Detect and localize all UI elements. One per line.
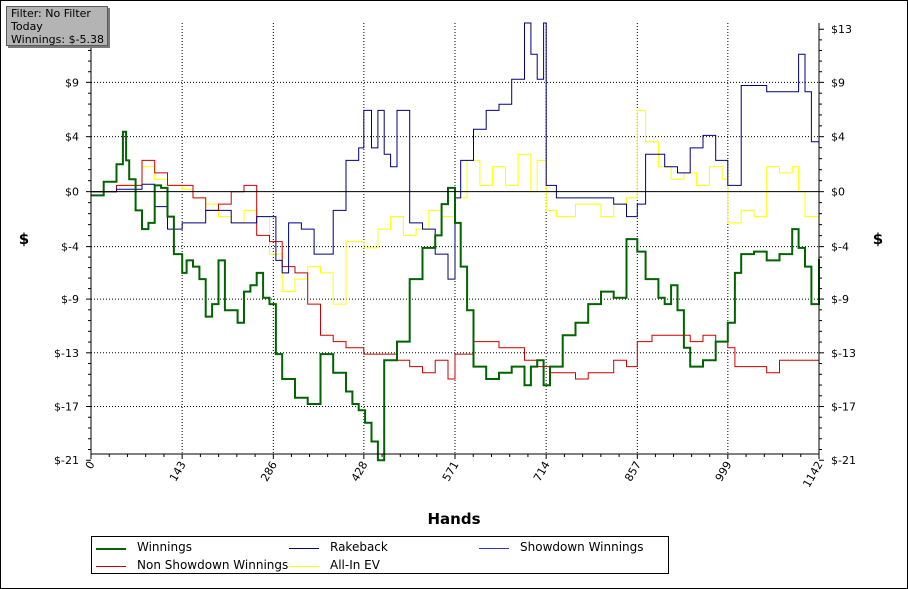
y-tick-label-right: $13 xyxy=(831,23,852,36)
filter-label: Filter: No Filter xyxy=(11,7,91,20)
winnings-label: Winnings: $-5.38 xyxy=(11,33,105,46)
chart-legend: Winnings Rakeback Showdown Winnings Non … xyxy=(91,536,669,574)
y-tick-label-right: $0 xyxy=(831,186,845,199)
x-axis-title: Hands xyxy=(427,510,480,528)
series-winnings xyxy=(91,130,820,462)
series-layer xyxy=(91,22,820,462)
x-tick-label: 0 xyxy=(83,459,98,472)
x-tick-label: 143 xyxy=(167,459,189,484)
y-tick-label-left: $0 xyxy=(65,186,79,199)
axes xyxy=(86,23,824,461)
x-tick-label: 1142 xyxy=(800,459,825,490)
period-label: Today xyxy=(11,20,43,33)
x-tick-label: 286 xyxy=(258,459,280,484)
legend-label: All-In EV xyxy=(330,558,380,572)
legend-swatch xyxy=(289,548,319,549)
x-tick-label: 714 xyxy=(531,459,553,484)
x-tick-label: 571 xyxy=(440,459,462,484)
x-tick-label: 857 xyxy=(622,459,644,484)
y-tick-label-right: $9 xyxy=(831,76,845,89)
legend-swatch xyxy=(289,566,319,567)
filter-info-box: Filter: No Filter Today Winnings: $-5.38 xyxy=(6,6,108,46)
y-tick-label-right: $-21 xyxy=(831,454,856,467)
y-tick-label-right: $-9 xyxy=(831,293,849,306)
legend-swatch xyxy=(479,548,509,549)
y-tick-label-left: $-21 xyxy=(54,454,79,467)
y-tick-label-right: $4 xyxy=(831,131,845,144)
legend-label: Rakeback xyxy=(330,540,388,554)
y-tick-label-right: $-4 xyxy=(831,241,849,254)
legend-swatch xyxy=(96,548,126,550)
legend-label: Winnings xyxy=(137,540,192,554)
legend-swatch xyxy=(96,566,126,567)
y-tick-label-right: $-13 xyxy=(831,347,856,360)
y-axis-title-left: $ xyxy=(19,230,29,248)
y-tick-label-left: $-9 xyxy=(61,293,79,306)
series-rakeback xyxy=(91,22,820,280)
legend-label: Showdown Winnings xyxy=(520,540,644,554)
x-tick-label: 428 xyxy=(349,459,371,484)
legend-label: Non Showdown Winnings xyxy=(137,558,289,572)
y-tick-label-right: $-17 xyxy=(831,401,856,414)
y-tick-label-left: $-17 xyxy=(54,401,79,414)
y-tick-label-left: $9 xyxy=(65,76,79,89)
series-non-showdown-winnings xyxy=(91,159,820,380)
x-tick-label: 999 xyxy=(713,459,735,484)
y-tick-label-left: $-13 xyxy=(54,347,79,360)
y-tick-label-left: $4 xyxy=(65,131,79,144)
y-tick-label-left: $-4 xyxy=(61,241,79,254)
y-axis-title-right: $ xyxy=(873,230,883,248)
